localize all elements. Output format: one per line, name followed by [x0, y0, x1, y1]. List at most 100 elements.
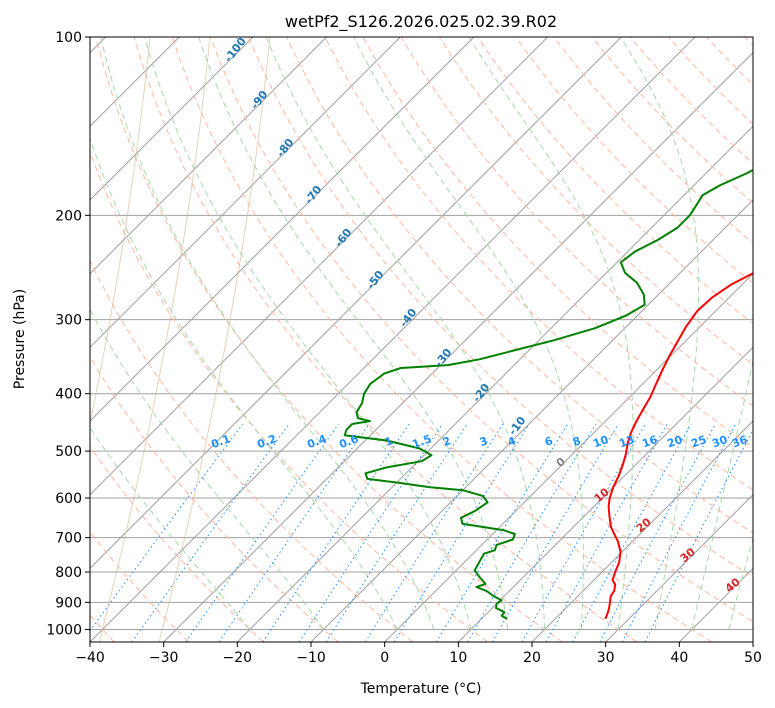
isotherm-line [90, 37, 549, 496]
dry-adiabat-line [90, 259, 414, 642]
mixing-ratio-line [298, 423, 444, 642]
dry-adiabat-line [553, 37, 753, 244]
y-tick-label: 500 [55, 444, 82, 460]
y-tick-label: 900 [55, 595, 82, 611]
moist-adiabat-line [198, 37, 509, 630]
mixing-ratio-label: 1.5 [410, 432, 433, 451]
mixing-ratio-line [467, 423, 597, 642]
x-tick-label: 10 [449, 650, 467, 666]
dry-adiabat-line [210, 37, 753, 623]
isotherm-line [236, 125, 753, 642]
mixing-ratio-label: 3 [478, 434, 490, 449]
dry-adiabat-line [438, 37, 753, 366]
mixing-ratio-label: 6 [543, 434, 555, 449]
moist-adiabat-line [90, 308, 324, 630]
mixing-ratio-line [185, 423, 339, 642]
moist-adiabat-line [728, 536, 753, 630]
axis-tick-layer: −40 −30 −20 −10 0 10 20 30 40 5010020030040050060… [46, 30, 762, 666]
mixing-ratio-line [491, 423, 619, 642]
profile-series-layer [343, 168, 753, 620]
chart-title: wetPf2_S126.2026.025.02.39.R02 [285, 12, 557, 32]
temperature-profile-line [604, 272, 753, 620]
isotherm-line [457, 346, 753, 642]
dry-adiabat-line [400, 37, 753, 407]
plot-area-background [90, 37, 753, 642]
mixing-ratio-label: 1 [383, 434, 395, 449]
y-tick-label: 400 [55, 387, 82, 403]
x-tick-label: −30 [149, 650, 179, 666]
mixing-ratio-line [218, 423, 370, 642]
mixing-ratio-label: 4 [506, 434, 518, 449]
mixing-ratio-label: 2 [441, 434, 453, 449]
moist-adiabat-line [620, 37, 700, 630]
mixing-ratio-label: 16 [640, 433, 659, 451]
mixing-ratio-line [131, 423, 290, 642]
moist-adiabat-line [100, 37, 435, 630]
y-tick-label: 200 [55, 208, 82, 224]
moist-adiabat-line [691, 358, 753, 630]
mixing-ratio-label: 0.1 [209, 432, 232, 451]
x-tick-label: −20 [223, 650, 253, 666]
annotation-label-layer: 0.1 0.2 0.4 0.6 1 1.5 2 3 4 6 8 10 13 16 20 25 30 36-100-… [209, 37, 749, 595]
isotherm-line [90, 37, 254, 201]
moist-adiabat-line [144, 37, 472, 630]
plot-frame [89, 36, 754, 643]
x-tick-label: −10 [296, 650, 326, 666]
mixing-ratio-label: 25 [689, 433, 708, 450]
y-tick-label: 800 [55, 565, 82, 581]
mixing-ratio-label: 13 [617, 433, 636, 450]
moist-adiabat-line [352, 37, 584, 630]
isotherm-line [531, 420, 753, 642]
moist-adiabat-line [90, 136, 398, 630]
x-tick-label: 40 [670, 650, 688, 666]
isotherm-line [90, 37, 328, 275]
mixing-ratio-line [90, 423, 244, 632]
y-tick-label: 300 [55, 313, 82, 329]
dry-adiabat-line [515, 37, 753, 284]
x-tick-label: 0 [380, 650, 389, 666]
dry-adiabat-line [629, 37, 753, 165]
mixing-ratio-label: 30 [710, 433, 729, 451]
background-line-layer [90, 37, 753, 642]
moist-adiabat-line [90, 426, 251, 630]
dry-adiabat-line [90, 445, 264, 642]
isotherm-line [90, 37, 401, 349]
mixing-ratio-label: 20 [665, 433, 684, 451]
dry-adiabat-line [133, 37, 638, 642]
mixing-ratio-label: 10 [591, 433, 610, 451]
x-tick-label: 20 [523, 650, 541, 666]
lcl-arc-line [98, 37, 211, 642]
isotherm-line [605, 493, 753, 642]
moist-adiabat-line [265, 37, 546, 630]
x-tick-label: −40 [75, 650, 105, 666]
mixing-ratio-line [545, 423, 668, 642]
isotherm-line [90, 37, 696, 642]
mixing-ratio-label: 0.6 [337, 432, 360, 451]
isotherm-line [90, 37, 475, 422]
y-tick-label: 700 [55, 531, 82, 547]
dewpoint-profile-line [343, 168, 753, 620]
isotherm-line [90, 37, 622, 570]
y-tick-label: 100 [55, 30, 82, 46]
mixing-ratio-line [435, 423, 569, 642]
y-axis-label: Pressure (hPa) [12, 289, 28, 389]
isotherm-line [163, 51, 753, 642]
y-tick-label: 600 [55, 491, 82, 507]
dry-adiabat-line [248, 37, 753, 578]
isotherm-line [384, 272, 753, 642]
isotherm-line [752, 641, 753, 642]
lcl-arc-line [158, 37, 271, 642]
lcl-arc-line [90, 37, 151, 426]
x-tick-label: 50 [744, 650, 762, 666]
dry-adiabat-line [362, 37, 753, 449]
y-tick-label: 1000 [46, 622, 82, 638]
mixing-ratio-label: 36 [730, 433, 749, 451]
mixing-ratio-line [262, 423, 410, 642]
mixing-ratio-label: 0.2 [255, 432, 278, 451]
x-axis-label: Temperature (°C) [360, 681, 482, 697]
x-tick-label: 30 [597, 650, 615, 666]
mixing-ratio-label: 8 [571, 434, 583, 449]
mixing-ratio-label: 0.4 [305, 432, 328, 451]
moist-adiabat-line [468, 37, 634, 630]
